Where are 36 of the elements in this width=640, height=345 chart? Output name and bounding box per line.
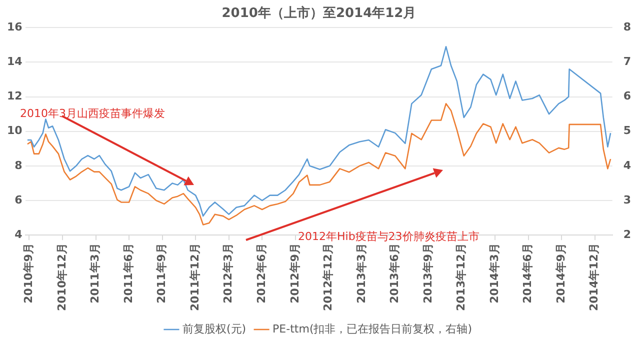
x-tick-label: 2013年6月 <box>388 243 402 304</box>
x-tick-label: 2014年9月 <box>554 243 568 304</box>
y2-tick-label: 3 <box>623 193 631 206</box>
y2-tick-label: 7 <box>623 55 631 68</box>
y-tick-label: 12 <box>6 90 22 103</box>
x-tick-label: 2011年12月 <box>188 243 202 312</box>
y-tick-label: 6 <box>14 193 23 206</box>
x-tick-label: 2014年6月 <box>521 243 534 304</box>
x-tick-label: 2011年3月 <box>88 243 102 304</box>
y2-tick-label: 2 <box>623 228 631 241</box>
y-tick-label: 8 <box>14 158 22 172</box>
y-tick-label: 4 <box>14 228 23 241</box>
x-tick-label: 2012年12月 <box>322 243 335 312</box>
y2-tick-label: 5 <box>623 124 631 138</box>
x-tick-label: 2014年3月 <box>488 243 501 304</box>
x-tick-label: 2012年6月 <box>254 243 268 304</box>
x-tick-label: 2012年9月 <box>288 243 302 304</box>
x-tick-label: 2012年3月 <box>222 243 235 304</box>
x-tick-label: 2013年12月 <box>454 243 468 312</box>
x-tick-label: 2010年12月 <box>55 243 68 312</box>
x-tick-label: 2013年9月 <box>421 243 434 304</box>
x-tick-label: 2011年9月 <box>155 243 168 304</box>
x-tick-label: 2011年6月 <box>122 243 135 304</box>
y-tick-label: 14 <box>6 55 23 68</box>
legend-label: 前复股权(元) <box>182 322 246 336</box>
x-tick-label: 2010年9月 <box>22 243 36 304</box>
annotation: 2012年Hib疫苗与23价肺炎疫苗上市 <box>298 229 480 244</box>
y-tick-label: 10 <box>6 124 23 138</box>
y2-tick-label: 6 <box>623 90 632 103</box>
chart-title: 2010年（上市）至2014年12月 <box>222 5 416 22</box>
y-tick-label: 16 <box>6 20 23 34</box>
x-tick-label: 2013年3月 <box>354 243 368 304</box>
x-tick-label: 2014年12月 <box>588 243 601 312</box>
y2-tick-label: 8 <box>623 20 631 34</box>
y2-tick-label: 4 <box>623 158 632 172</box>
legend-label: PE-ttm(扣非，已在报告日前复权，右轴) <box>272 322 472 336</box>
